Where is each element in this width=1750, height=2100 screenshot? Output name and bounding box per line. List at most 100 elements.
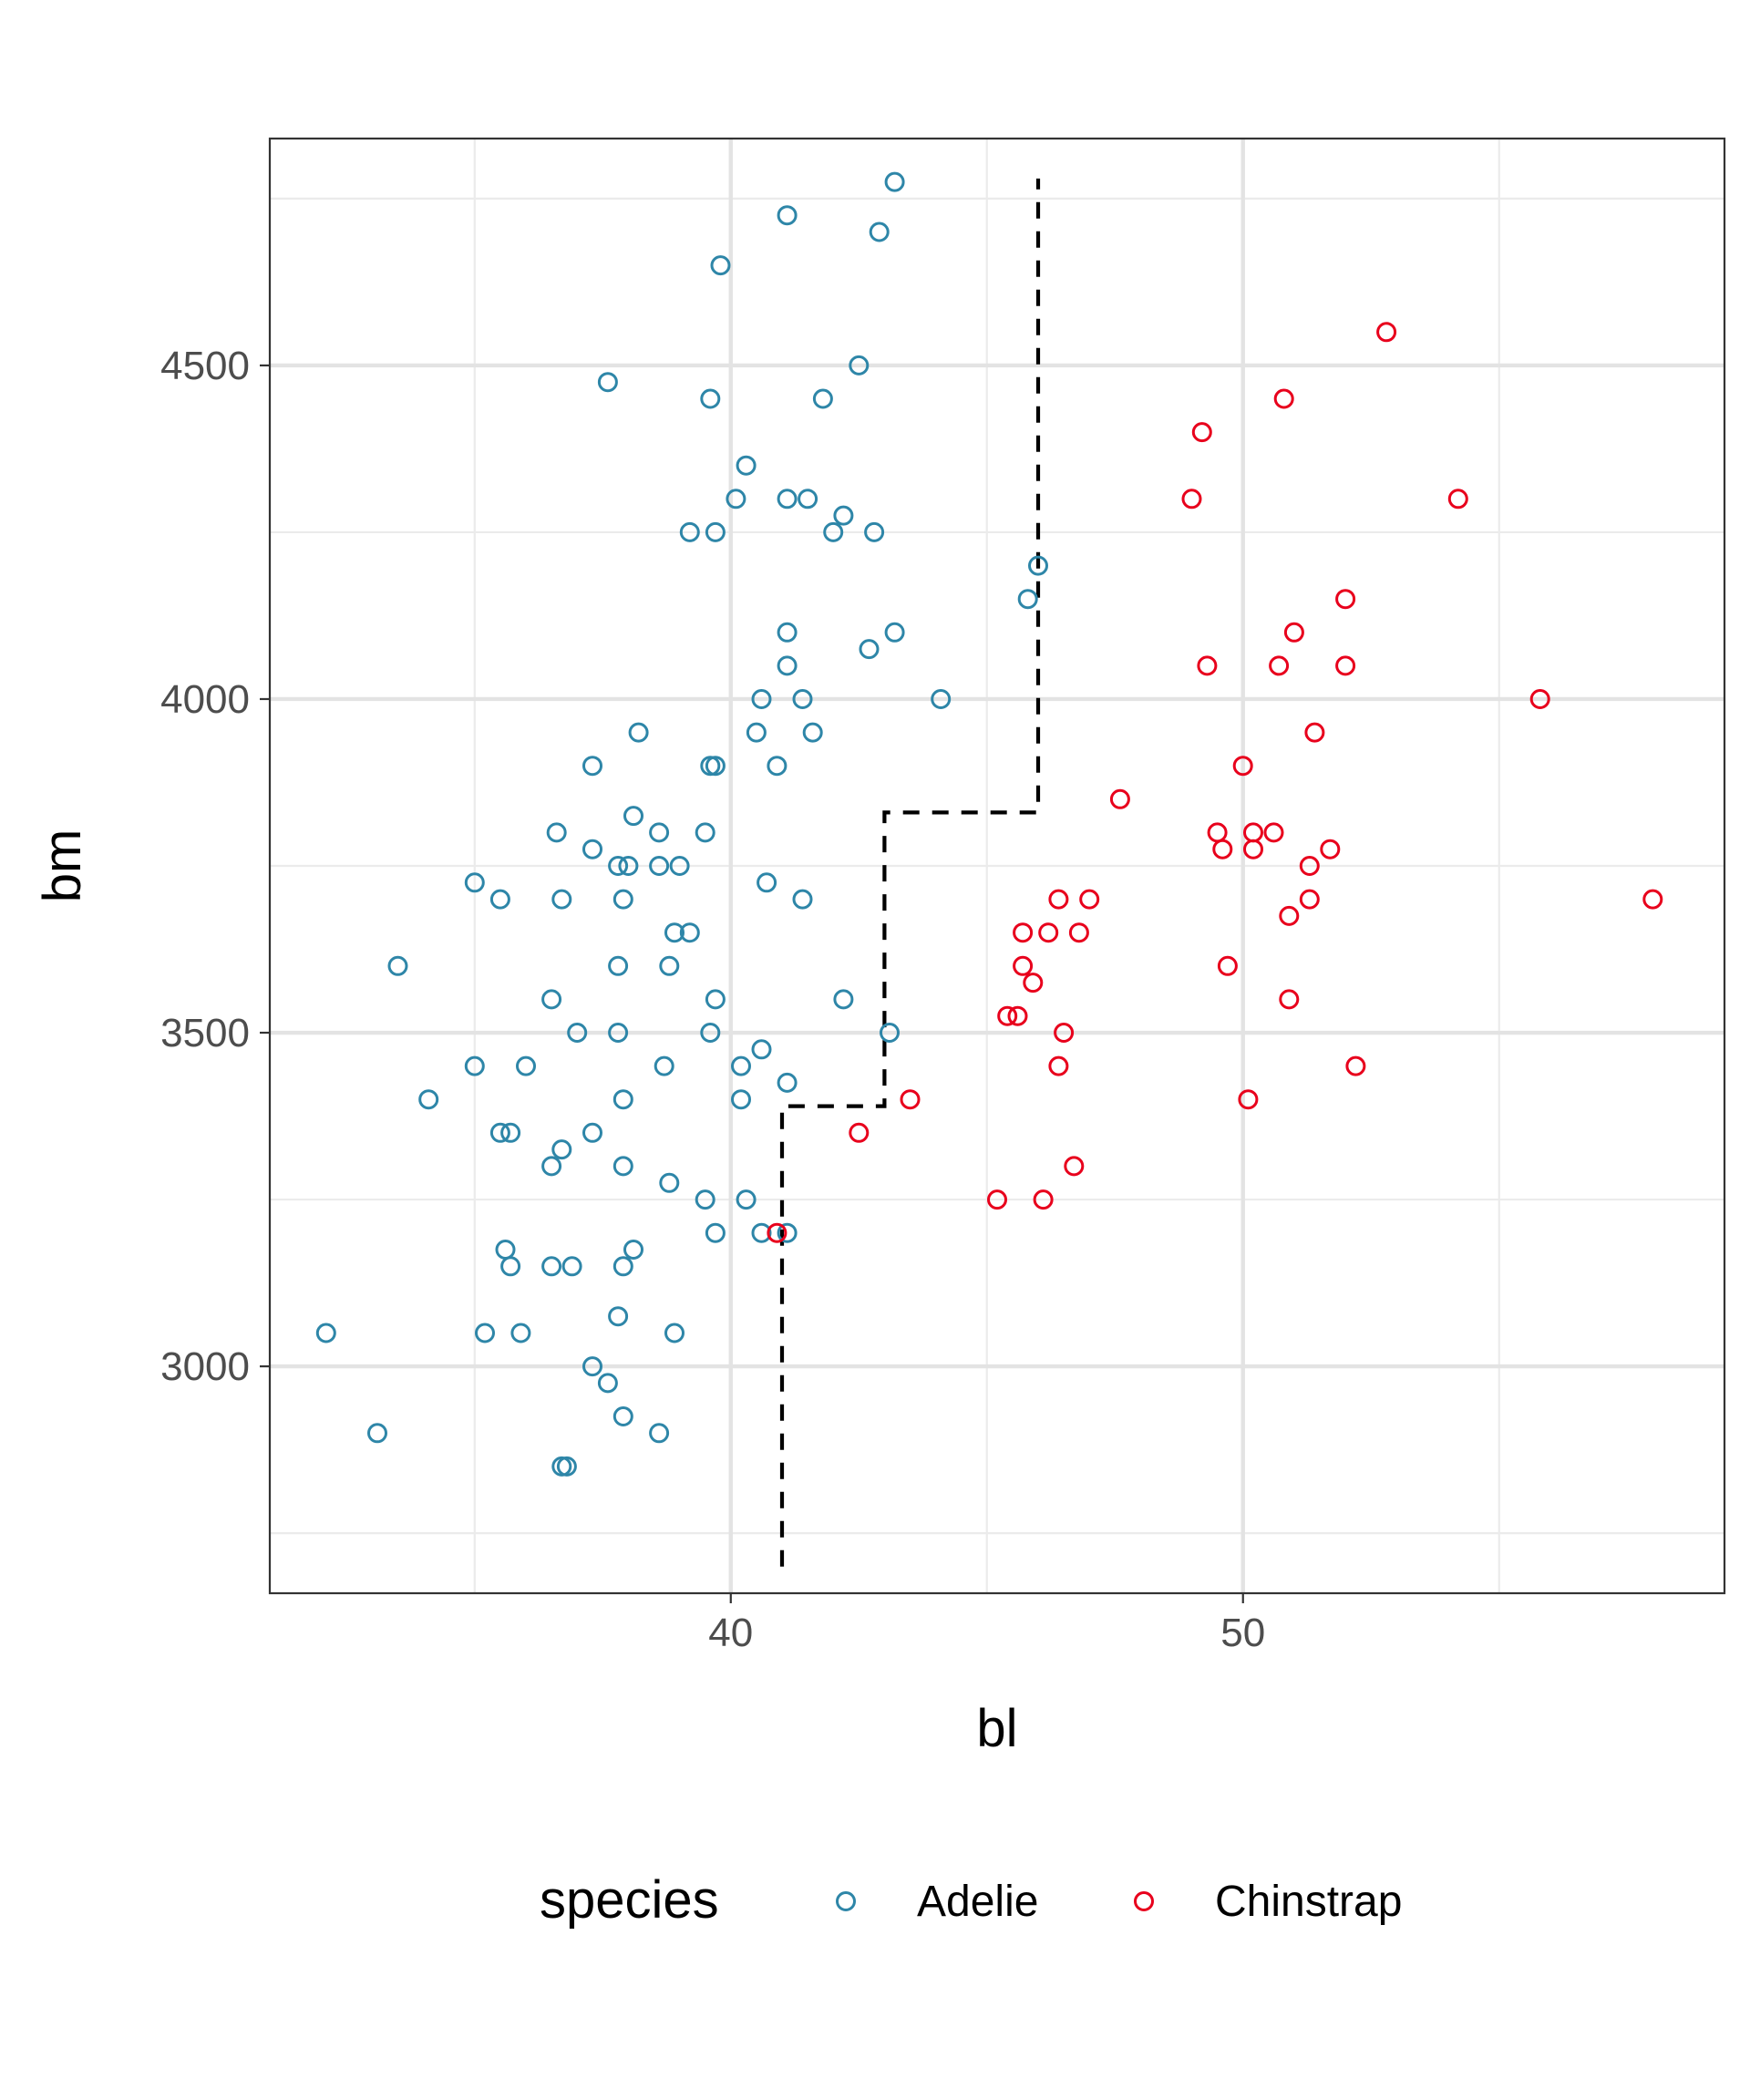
point-chinstrap — [1013, 955, 1034, 976]
point-adelie — [777, 489, 798, 510]
point-adelie — [669, 856, 690, 876]
point-chinstrap — [1279, 905, 1300, 926]
point-chinstrap — [1243, 839, 1263, 860]
point-chinstrap — [1048, 1055, 1069, 1076]
point-chinstrap — [1181, 489, 1202, 510]
point-adelie — [608, 856, 629, 876]
point-adelie — [695, 822, 715, 843]
point-adelie — [612, 1089, 633, 1110]
point-chinstrap — [1068, 922, 1089, 943]
y-axis: 3000 3500 4000 4500 — [160, 344, 270, 1389]
legend: species Adelie Chinstrap — [540, 1870, 1402, 1930]
point-adelie — [489, 889, 510, 910]
x-tick-label: 40 — [708, 1611, 753, 1655]
point-chinstrap — [1299, 889, 1320, 910]
point-adelie — [561, 1256, 582, 1277]
point-chinstrap — [1048, 889, 1069, 910]
point-adelie — [880, 1023, 900, 1043]
point-adelie — [608, 1306, 629, 1327]
point-adelie — [792, 889, 813, 910]
point-adelie — [541, 989, 562, 1010]
y-tick-label: 3000 — [160, 1344, 250, 1389]
point-adelie — [664, 1323, 685, 1343]
point-adelie — [751, 1039, 772, 1060]
legend-key-adelie — [836, 1891, 856, 1911]
point-adelie — [802, 722, 823, 743]
point-chinstrap — [1007, 1005, 1028, 1026]
point-adelie — [833, 989, 854, 1010]
point-adelie — [849, 355, 870, 376]
point-adelie — [608, 1023, 629, 1043]
point-adelie — [931, 689, 952, 709]
point-chinstrap — [900, 1089, 921, 1110]
point-adelie — [679, 521, 700, 542]
point-adelie — [551, 889, 572, 910]
point-adelie — [833, 505, 854, 526]
point-chinstrap — [1013, 922, 1034, 943]
decision-boundary-line — [779, 178, 1041, 1567]
point-adelie — [551, 1139, 572, 1160]
point-adelie — [884, 171, 905, 192]
legend-key-chinstrap — [1134, 1891, 1154, 1911]
point-adelie — [597, 372, 618, 393]
point-adelie — [387, 955, 408, 976]
point-adelie — [777, 1072, 798, 1093]
point-chinstrap — [1345, 1055, 1366, 1076]
point-adelie — [695, 1189, 715, 1210]
y-tick-label: 4500 — [160, 344, 250, 388]
legend-title: species — [540, 1870, 719, 1930]
point-adelie — [582, 839, 602, 860]
point-chinstrap — [1064, 1156, 1085, 1177]
point-chinstrap — [1079, 889, 1100, 910]
point-chinstrap — [1109, 788, 1130, 809]
point-adelie — [612, 1406, 633, 1426]
point-adelie — [700, 1023, 721, 1043]
y-axis-title: bm — [33, 829, 92, 903]
point-adelie — [705, 521, 726, 542]
point-adelie — [556, 1456, 577, 1477]
x-axis: 40 50 — [708, 1593, 1265, 1655]
point-adelie — [792, 689, 813, 709]
panel-grid — [270, 139, 1724, 1593]
point-chinstrap — [1376, 322, 1397, 343]
point-chinstrap — [1033, 1189, 1054, 1210]
point-adelie — [623, 806, 643, 827]
point-adelie — [757, 872, 777, 893]
point-adelie — [546, 822, 567, 843]
point-chinstrap — [1263, 822, 1284, 843]
point-chinstrap — [767, 1222, 788, 1243]
point-adelie — [582, 1356, 602, 1377]
point-chinstrap — [1447, 489, 1468, 510]
point-chinstrap — [1642, 889, 1663, 910]
legend-items: Adelie Chinstrap — [836, 1878, 1402, 1926]
point-adelie — [798, 489, 818, 510]
point-adelie — [700, 756, 721, 777]
point-adelie — [464, 872, 485, 893]
point-chinstrap — [1038, 922, 1059, 943]
x-axis-title: bl — [976, 1699, 1017, 1758]
point-adelie — [1028, 555, 1048, 576]
point-adelie — [475, 1323, 495, 1343]
point-adelie — [612, 1256, 633, 1277]
point-adelie — [608, 955, 629, 976]
point-adelie — [541, 1256, 562, 1277]
point-adelie — [884, 622, 905, 643]
point-adelie — [869, 221, 890, 242]
point-chinstrap — [1279, 989, 1300, 1010]
decision-boundary-layer — [779, 178, 1041, 1567]
point-adelie — [612, 1156, 633, 1177]
point-adelie — [623, 1240, 643, 1260]
point-chinstrap — [1304, 722, 1325, 743]
point-adelie — [597, 1373, 618, 1394]
point-adelie — [367, 1423, 387, 1444]
point-chinstrap — [1023, 973, 1044, 993]
point-adelie — [567, 1023, 588, 1043]
point-adelie — [751, 689, 772, 709]
point-chinstrap — [1232, 756, 1253, 777]
point-chinstrap — [1217, 955, 1238, 976]
point-adelie — [654, 1055, 674, 1076]
point-adelie — [649, 856, 670, 876]
point-chinstrap — [849, 1122, 870, 1143]
point-adelie — [731, 1055, 751, 1076]
point-chinstrap — [1054, 1023, 1075, 1043]
